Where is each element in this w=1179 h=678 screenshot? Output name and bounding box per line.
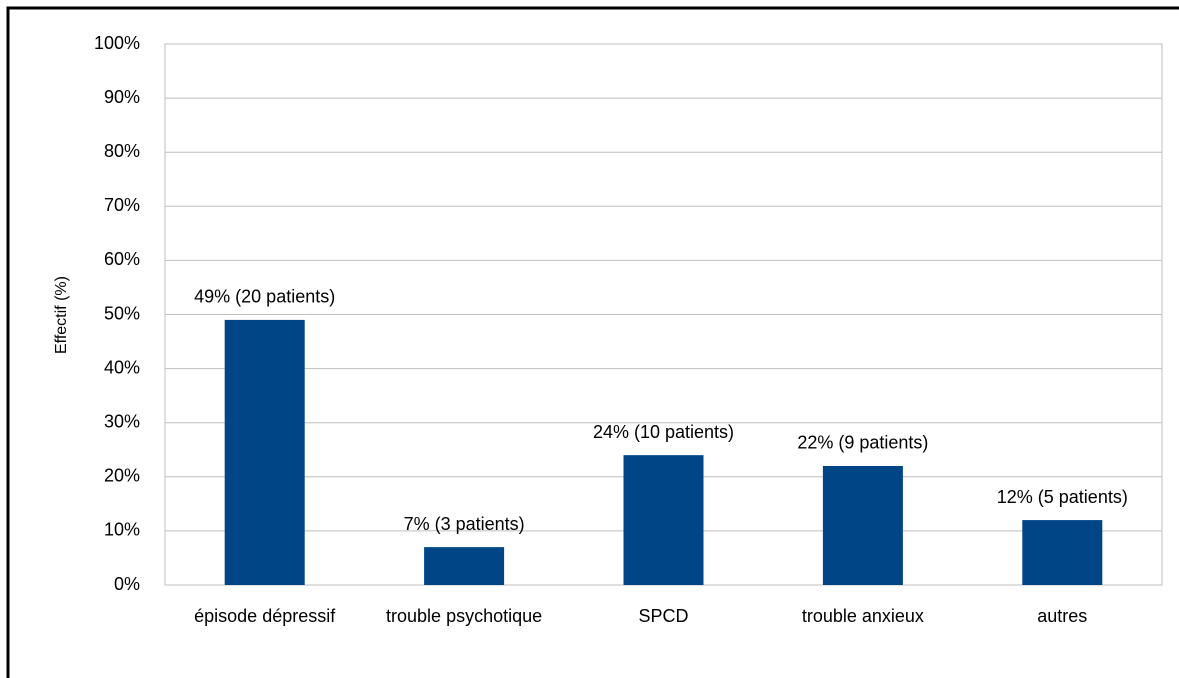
y-axis-title: Effectif (%) <box>53 276 70 354</box>
y-tick-label: 80% <box>104 141 140 161</box>
y-tick-label: 10% <box>104 520 140 540</box>
bar <box>623 455 704 585</box>
y-tick-label: 60% <box>104 249 140 269</box>
y-tick-label: 100% <box>94 33 140 53</box>
chart-border <box>6 6 1179 678</box>
data-label: 7% (3 patients) <box>404 514 525 534</box>
bar <box>1022 520 1103 585</box>
y-tick-label: 20% <box>104 466 140 486</box>
x-tick-label: SPCD <box>638 606 688 626</box>
x-tick-label: trouble psychotique <box>386 606 542 626</box>
y-tick-label: 0% <box>114 574 140 594</box>
y-tick-label: 90% <box>104 87 140 107</box>
y-tick-label: 40% <box>104 357 140 377</box>
data-label: 22% (9 patients) <box>797 433 928 453</box>
bar <box>424 547 505 585</box>
x-tick-label: autres <box>1037 606 1087 626</box>
bar <box>822 465 903 585</box>
y-tick-label: 70% <box>104 195 140 215</box>
data-label: 12% (5 patients) <box>997 487 1128 507</box>
x-tick-label: trouble anxieux <box>802 606 924 626</box>
data-label: 49% (20 patients) <box>194 287 335 307</box>
data-label: 24% (10 patients) <box>593 422 734 442</box>
x-tick-label: épisode dépressif <box>194 606 336 626</box>
y-tick-label: 50% <box>104 303 140 323</box>
y-tick-label: 30% <box>104 411 140 431</box>
bar <box>224 319 305 585</box>
